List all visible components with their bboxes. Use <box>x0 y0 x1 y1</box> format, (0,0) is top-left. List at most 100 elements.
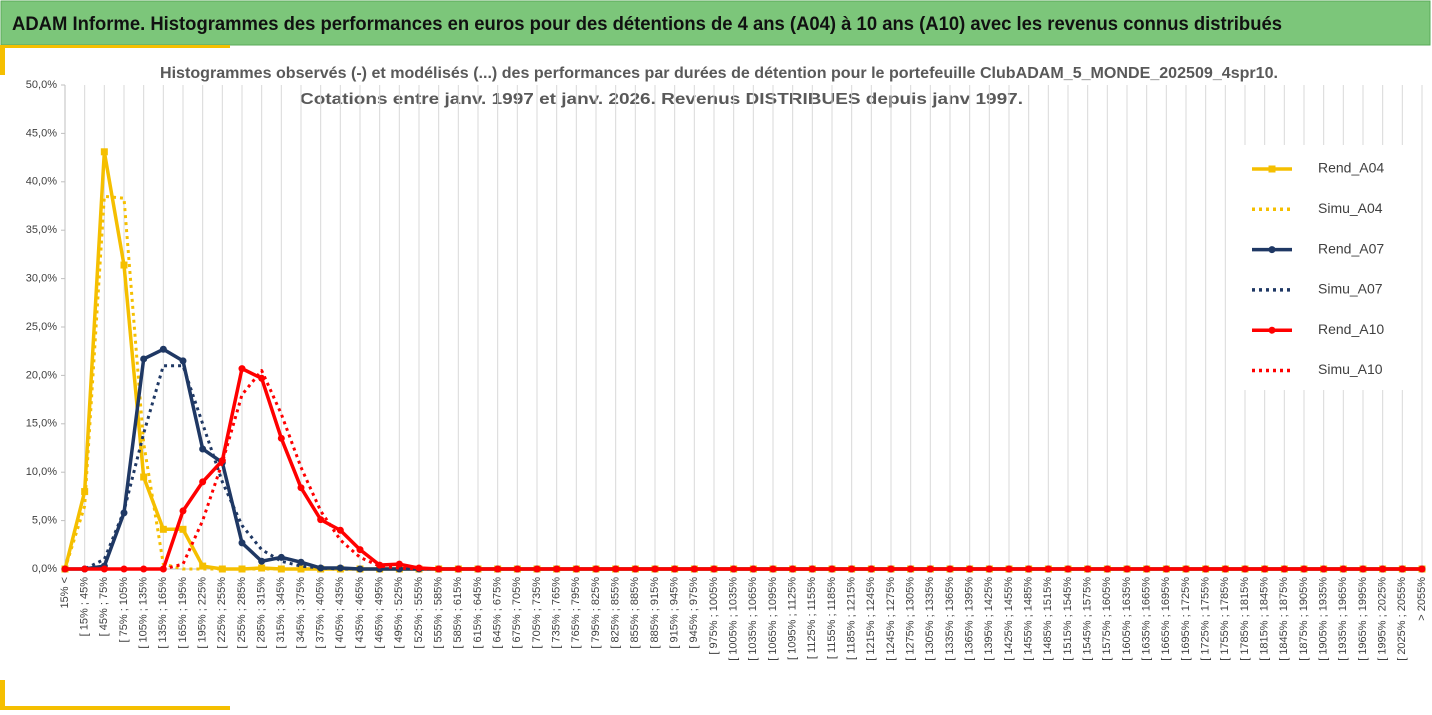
x-tick-label: > 2055% <box>1416 577 1428 621</box>
x-tick-label: [ 1005% ; 1035% <box>728 577 740 661</box>
marker <box>1182 565 1190 573</box>
legend-label: Simu_A07 <box>1318 281 1383 297</box>
marker <box>238 365 246 373</box>
legend-marker <box>1268 326 1276 334</box>
y-tick-label: 35,0% <box>26 224 57 236</box>
y-tick-label: 15,0% <box>26 418 57 430</box>
marker <box>1320 565 1328 573</box>
x-tick-label: [ 405% ; 435% <box>334 577 346 649</box>
x-tick-label: [ 915% ; 945% <box>669 577 681 649</box>
marker <box>395 560 403 568</box>
x-tick-label: [ 525% ; 555% <box>413 577 425 649</box>
legend-box <box>1240 145 1410 390</box>
marker <box>179 357 187 365</box>
x-tick-label: [ 1065% ; 1095% <box>767 577 779 661</box>
x-tick-label: [ 465% ; 495% <box>374 577 386 649</box>
marker <box>258 374 266 382</box>
marker <box>454 565 462 573</box>
marker <box>179 525 187 533</box>
x-tick-label: [ 165% ; 195% <box>177 577 189 649</box>
header-title: ADAM Informe. Histogrammes des performan… <box>12 14 1282 35</box>
x-tick-label: [ 495% ; 525% <box>393 577 405 649</box>
marker <box>120 261 128 269</box>
x-tick-label: [ 1365% ; 1395% <box>964 577 976 661</box>
x-tick-label: [ 1425% ; 1455% <box>1003 577 1015 661</box>
marker <box>671 565 679 573</box>
x-tick-label: [ 885% ; 915% <box>649 577 661 649</box>
legend-marker <box>1268 165 1276 173</box>
marker <box>1103 565 1111 573</box>
series-line <box>65 364 1422 571</box>
x-tick-label: [ 105% ; 135% <box>138 577 150 649</box>
x-tick-label: [ 675% ; 705% <box>511 577 523 649</box>
x-tick-label: [ 1455% ; 1485% <box>1023 577 1035 661</box>
y-tick-label: 10,0% <box>26 466 57 478</box>
marker <box>1084 565 1092 573</box>
y-tick-label: 30,0% <box>26 273 57 285</box>
legend-label: Rend_A04 <box>1318 160 1384 176</box>
x-tick-label: [ 1665% ; 1695% <box>1160 577 1172 661</box>
x-tick-label: [ 705% ; 735% <box>531 577 543 649</box>
marker <box>81 488 89 496</box>
x-tick-label: [ 225% ; 255% <box>216 577 228 649</box>
x-tick-label: [ 345% ; 375% <box>295 577 307 649</box>
marker <box>317 516 325 524</box>
y-tick-label: 25,0% <box>26 321 57 333</box>
x-tick-label: [ 375% ; 405% <box>315 577 327 649</box>
marker <box>81 565 89 573</box>
x-tick-label: [ 1905% ; 1935% <box>1318 577 1330 661</box>
marker <box>179 507 187 515</box>
y-tick-label: 50,0% <box>26 79 57 91</box>
marker <box>140 473 148 481</box>
x-tick-label: [ 1875% ; 1905% <box>1298 577 1310 661</box>
x-tick-label: [ 1095% ; 1125% <box>787 577 799 660</box>
corner-accent <box>0 680 5 710</box>
marker <box>238 539 246 547</box>
x-tick-label: [ 1125% ; 1155% <box>806 577 818 659</box>
marker <box>100 565 108 573</box>
x-tick-label: [ 855% ; 885% <box>629 577 641 649</box>
x-tick-label: [ 1995% ; 2025% <box>1377 577 1389 661</box>
marker <box>808 565 816 573</box>
marker <box>907 565 915 573</box>
x-tick-label: [ 615% ; 645% <box>472 577 484 649</box>
x-tick-label: [ 1845% ; 1875% <box>1278 577 1290 661</box>
marker <box>1123 565 1131 573</box>
marker <box>789 565 797 573</box>
x-tick-label: [ 1755% ; 1785% <box>1219 577 1231 661</box>
x-tick-label: [ 795% ; 825% <box>590 577 602 649</box>
marker <box>769 565 777 573</box>
marker <box>159 345 167 353</box>
marker <box>140 355 148 363</box>
legend-label: Simu_A04 <box>1318 200 1383 216</box>
marker <box>100 148 108 156</box>
y-tick-label: 5,0% <box>32 515 57 527</box>
chart-title: Histogrammes observés (-) et modélisés (… <box>160 65 1278 82</box>
x-tick-label: [ 945% ; 975% <box>688 577 700 649</box>
marker <box>867 565 875 573</box>
legend-label: Simu_A10 <box>1318 361 1383 377</box>
corner-accent <box>0 45 5 75</box>
chart-subtitle: Cotations entre janv. 1997 et janv. 2026… <box>300 91 1023 108</box>
x-tick-label: [ 1605% ; 1635% <box>1121 577 1133 661</box>
marker <box>199 562 207 570</box>
marker <box>572 565 580 573</box>
x-tick-label: [ 765% ; 795% <box>570 577 582 649</box>
legend-label: Rend_A10 <box>1318 321 1384 337</box>
marker <box>1379 565 1387 573</box>
y-tick-label: 0,0% <box>32 563 57 575</box>
x-tick-label: [ 1305% ; 1335% <box>924 577 936 661</box>
marker <box>966 565 974 573</box>
corner-accent <box>0 45 230 48</box>
x-tick-label: [ 1035% ; 1065% <box>747 577 759 661</box>
y-tick-label: 45,0% <box>26 127 57 139</box>
x-tick-label: [ 135% ; 165% <box>157 577 169 649</box>
corner-accent <box>0 706 230 710</box>
marker <box>710 565 718 573</box>
marker <box>985 565 993 573</box>
marker <box>1300 565 1308 573</box>
series-line <box>65 369 1422 571</box>
x-tick-label: [ 2025% ; 2055% <box>1396 577 1408 661</box>
x-tick-label: [ 1515% ; 1545% <box>1062 577 1074 661</box>
marker <box>238 565 246 573</box>
